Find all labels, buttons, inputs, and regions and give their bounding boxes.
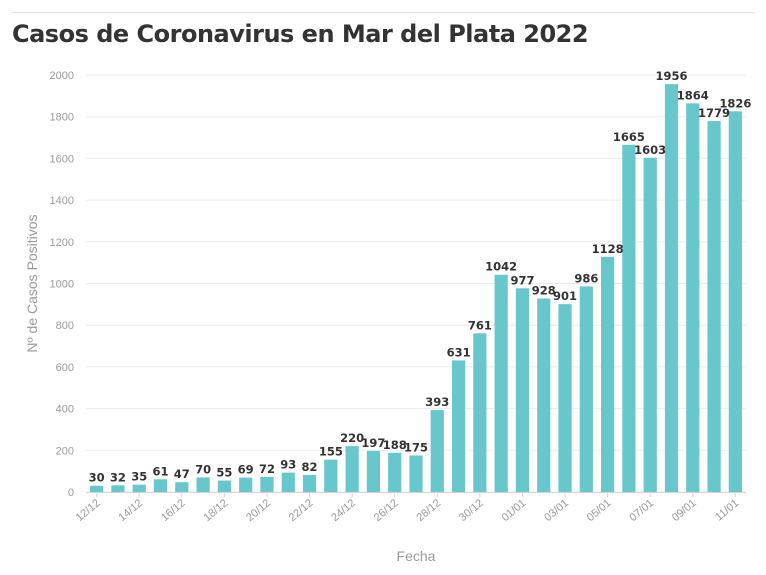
bar (664, 84, 679, 492)
y-tick-label: 400 (56, 404, 74, 416)
x-tick-label: 14/12 (116, 497, 145, 524)
bar (111, 485, 125, 492)
x-tick-label: 11/01 (713, 497, 741, 523)
x-tick-label: 28/12 (414, 497, 443, 524)
y-tick-label: 1400 (50, 195, 74, 207)
bar (707, 121, 721, 493)
bar-value-label: 55 (216, 466, 232, 480)
bar-value-label: 1779 (698, 106, 730, 120)
bar (217, 480, 231, 492)
bar (366, 450, 381, 492)
bar (239, 477, 253, 492)
x-tick-label: 07/01 (627, 497, 656, 524)
bar (686, 103, 700, 492)
bar (409, 455, 423, 492)
bar (196, 477, 210, 492)
bar (430, 410, 444, 492)
bar (558, 304, 572, 492)
x-tick-label: 05/01 (585, 497, 614, 524)
y-tick-label: 200 (56, 445, 74, 457)
bar-value-label: 1603 (634, 143, 666, 157)
y-tick-label: 800 (56, 320, 74, 332)
bar-value-label: 631 (447, 345, 471, 359)
bar-value-label: 82 (302, 460, 318, 474)
x-tick-label: 03/01 (542, 497, 571, 524)
bar (579, 286, 593, 492)
y-tick-label: 2000 (50, 70, 74, 82)
bar (515, 288, 530, 492)
bar-value-label: 1665 (613, 130, 645, 144)
bar-value-label: 70 (195, 462, 211, 476)
x-tick-label: 16/12 (159, 497, 188, 524)
bars (90, 84, 742, 493)
bar-value-label: 1128 (592, 242, 624, 256)
bar (302, 474, 317, 492)
bar-value-label: 155 (319, 445, 343, 459)
chart-title: Casos de Coronavirus en Mar del Plata 20… (12, 20, 589, 48)
bar-value-label: 30 (89, 471, 105, 485)
gridlines (86, 74, 746, 493)
bar-value-label: 928 (532, 284, 556, 298)
bar (260, 476, 274, 492)
x-tick-label: 01/01 (500, 497, 529, 524)
bar-value-label: 761 (468, 318, 492, 332)
bar-value-label: 1826 (719, 96, 751, 110)
bar (90, 485, 104, 492)
bar-value-label: 93 (280, 458, 296, 472)
bar-value-label: 188 (383, 438, 407, 452)
x-tick-label: 12/12 (74, 497, 103, 524)
bar-value-label: 32 (110, 470, 126, 484)
bar (494, 274, 508, 492)
y-tick-label: 1800 (50, 112, 74, 124)
bar (324, 459, 338, 492)
bar-value-label: 1956 (655, 69, 687, 83)
y-tick-label: 1000 (50, 279, 74, 291)
bar (153, 479, 168, 492)
x-tick-label: 24/12 (329, 497, 358, 524)
bar-value-label: 1864 (677, 88, 709, 102)
bar-value-label: 986 (574, 271, 598, 285)
bar-value-label: 175 (404, 441, 428, 455)
bar-value-label: 47 (174, 467, 190, 481)
bar (451, 360, 466, 492)
bar-value-label: 72 (259, 462, 275, 476)
bar (473, 333, 487, 492)
bar (537, 298, 551, 492)
bar (601, 256, 615, 492)
bar (132, 484, 146, 492)
bar-value-label: 901 (553, 289, 577, 303)
bar-value-label: 393 (425, 395, 449, 409)
y-tick-label: 1600 (50, 153, 74, 165)
x-tick-label: 20/12 (244, 497, 273, 524)
bar (345, 446, 359, 492)
x-axis-ticks: 12/12 14/12 16/12 18/12 20/12 22/12 24/12 26/12… (74, 492, 741, 524)
x-tick-label: 26/12 (372, 497, 401, 524)
x-tick-label: 22/12 (287, 497, 316, 524)
bar (728, 111, 742, 493)
x-tick-label: 30/12 (457, 497, 486, 524)
bar-value-label: 220 (340, 431, 364, 445)
y-axis-ticks: 0 200 400 600 800 1000 1200 1400 1600 1800 2000 (50, 70, 74, 499)
top-divider (12, 12, 754, 13)
y-tick-label: 0 (68, 487, 74, 499)
bar (175, 482, 189, 492)
x-tick-label: 09/01 (670, 497, 699, 524)
bar-value-label: 977 (510, 273, 534, 287)
x-tick-label: 18/12 (202, 497, 231, 524)
y-axis-title: Nº de Casos Positivos (24, 214, 40, 352)
y-tick-label: 1200 (50, 237, 74, 249)
bar (622, 144, 636, 492)
x-axis-title: Fecha (397, 548, 436, 564)
bar-value-label: 61 (153, 464, 169, 478)
bar-value-label: 1042 (485, 260, 517, 274)
y-tick-label: 600 (56, 362, 74, 374)
bar (281, 472, 295, 492)
bar-value-label: 35 (131, 470, 147, 484)
bar-value-label: 197 (361, 436, 385, 450)
bar (388, 452, 402, 492)
bar (643, 157, 657, 492)
bar-value-label: 69 (238, 463, 254, 477)
